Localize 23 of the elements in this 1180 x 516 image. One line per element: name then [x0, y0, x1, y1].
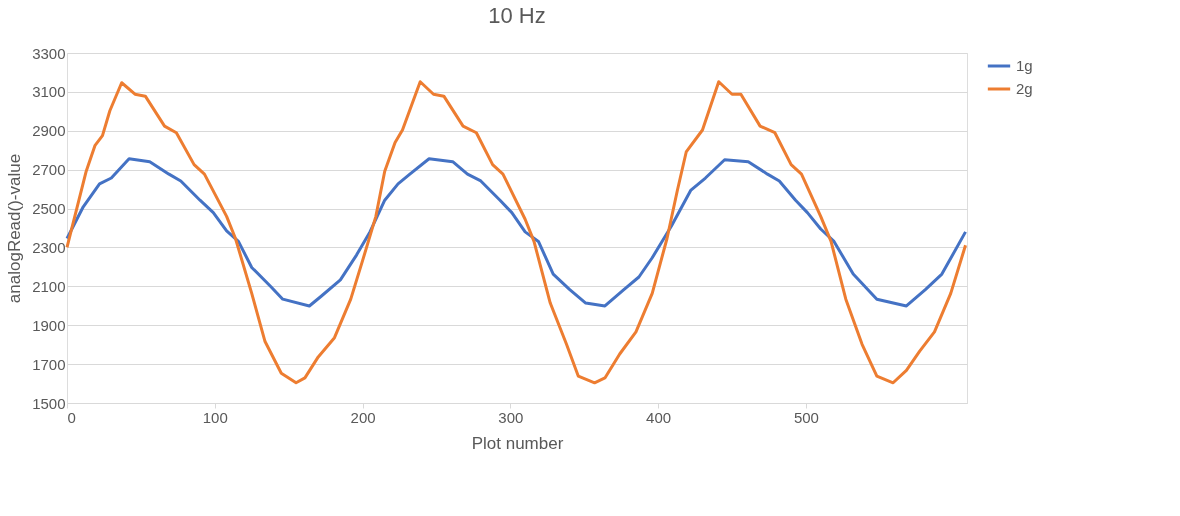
- x-tick-label: 0: [67, 408, 76, 426]
- line-series: [65, 157, 968, 308]
- line-series: [65, 80, 968, 385]
- y-tick-label: 2300: [32, 238, 66, 256]
- y-tick-label: 1700: [32, 355, 66, 373]
- x-axis-title: Plot number: [471, 433, 564, 453]
- y-tick-label: 1500: [32, 394, 66, 412]
- y-tick-label: 3100: [32, 83, 66, 101]
- x-tick-label: 200: [350, 408, 376, 426]
- y-tick-label: 2900: [32, 122, 66, 140]
- y-axis-title: analogRead()-value: [5, 153, 25, 304]
- x-tick-label: 100: [202, 408, 228, 426]
- x-tick-label: 300: [498, 408, 524, 426]
- y-tick-label: 2700: [32, 161, 66, 179]
- x-tick-label: 500: [793, 408, 819, 426]
- legend-label: 1g: [1016, 57, 1033, 74]
- y-tick-label: 3300: [32, 44, 66, 62]
- y-tick-label: 2100: [32, 277, 66, 295]
- y-tick-label: 2500: [32, 200, 66, 218]
- y-tick-label: 1900: [32, 316, 66, 334]
- chart-title: 10 Hz: [488, 3, 546, 28]
- x-tick-label: 400: [646, 408, 672, 426]
- legend-label: 2g: [1016, 80, 1033, 97]
